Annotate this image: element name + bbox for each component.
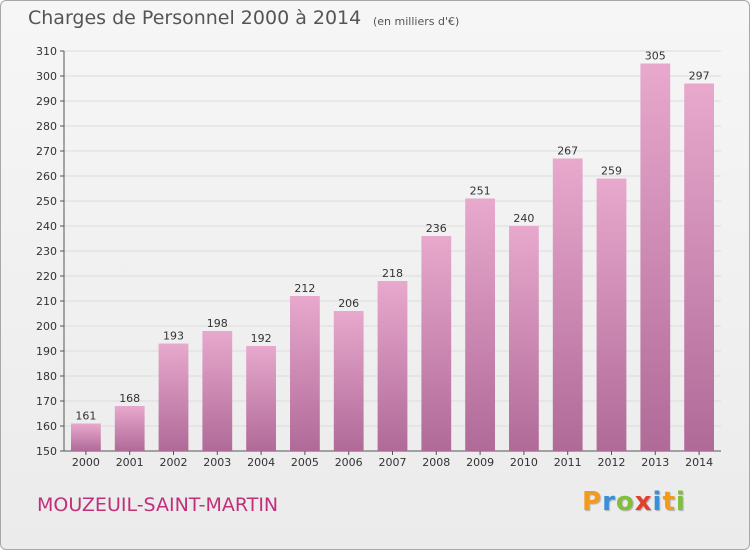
proxiti-logo: Proxiti xyxy=(582,487,686,517)
x-tick-label: 2004 xyxy=(247,456,275,469)
bar-2009 xyxy=(465,198,495,451)
bar-2008 xyxy=(421,236,452,451)
data-label: 198 xyxy=(207,317,228,330)
x-tick-label: 2008 xyxy=(422,456,450,469)
data-label: 305 xyxy=(645,50,666,63)
logo-letter: r xyxy=(602,487,616,517)
y-tick-label: 250 xyxy=(36,195,57,208)
bar-2000 xyxy=(71,423,101,451)
x-tick-label: 2006 xyxy=(335,456,363,469)
commune-name: MOUZEUIL-SAINT-MARTIN xyxy=(37,494,279,516)
bar-2014 xyxy=(684,83,714,451)
data-label: 259 xyxy=(601,165,622,178)
data-label: 193 xyxy=(163,330,184,343)
x-tick-label: 2002 xyxy=(160,456,188,469)
y-tick-label: 210 xyxy=(36,295,57,308)
bar-2010 xyxy=(509,226,539,451)
data-label: 192 xyxy=(251,332,272,345)
x-tick-label: 2012 xyxy=(598,456,626,469)
bar-2004 xyxy=(246,346,276,451)
bars xyxy=(71,63,714,451)
x-tick-label: 2007 xyxy=(379,456,407,469)
bar-2013 xyxy=(640,63,671,451)
y-tick-label: 160 xyxy=(36,420,57,433)
y-tick-label: 220 xyxy=(36,270,57,283)
data-label: 236 xyxy=(426,222,447,235)
logo-letter: P xyxy=(582,487,603,517)
x-tick-label: 2000 xyxy=(72,456,100,469)
bar-2001 xyxy=(114,406,145,451)
bar-2012 xyxy=(596,178,627,451)
x-tick-label: 2005 xyxy=(291,456,319,469)
x-tick-label: 2010 xyxy=(510,456,538,469)
logo-letter: o xyxy=(615,487,635,517)
y-tick-label: 180 xyxy=(36,370,57,383)
bar-2011 xyxy=(552,158,583,451)
chart-subtitle: (en milliers d'€) xyxy=(373,15,460,28)
y-tick-label: 200 xyxy=(36,320,57,333)
x-tick-label: 2003 xyxy=(203,456,231,469)
logo-letter: i xyxy=(652,487,663,517)
data-label: 297 xyxy=(689,70,710,83)
chart-title: Charges de Personnel 2000 à 2014 xyxy=(28,7,362,29)
y-tick-label: 290 xyxy=(36,95,57,108)
data-label: 212 xyxy=(294,282,315,295)
logo-letter: x xyxy=(634,487,653,517)
x-tick-label: 2014 xyxy=(685,456,713,469)
bar-2007 xyxy=(377,281,408,451)
data-label: 251 xyxy=(470,185,491,198)
x-tick-label: 2013 xyxy=(641,456,669,469)
y-tick-label: 150 xyxy=(36,445,57,458)
data-label: 267 xyxy=(557,145,578,158)
data-label: 168 xyxy=(119,392,140,405)
y-tick-label: 240 xyxy=(36,220,57,233)
y-tick-label: 170 xyxy=(36,395,57,408)
logo-letter: i xyxy=(675,487,686,517)
bar-2005 xyxy=(290,296,320,451)
x-tick-label: 2011 xyxy=(554,456,582,469)
y-tick-label: 230 xyxy=(36,245,57,258)
y-tick-label: 280 xyxy=(36,120,57,133)
data-label: 218 xyxy=(382,267,403,280)
y-tick-label: 190 xyxy=(36,345,57,358)
data-labels: 161 168 193 198 192 212 206 218 236 251 240 267 259 3… xyxy=(75,50,709,423)
bar-2002 xyxy=(158,343,189,451)
data-label: 240 xyxy=(513,212,534,225)
x-tick-labels: 2000 2001 2002 2003 2004 2005 2006 2007 2008 2009… xyxy=(72,451,713,469)
data-label: 161 xyxy=(75,410,96,423)
y-tick-label: 300 xyxy=(36,70,57,83)
y-tick-labels: 150 160 170 180 190 200 210 220 230 240 250 260 270 2… xyxy=(36,45,57,458)
y-tick-label: 260 xyxy=(36,170,57,183)
data-label: 206 xyxy=(338,297,359,310)
bar-2003 xyxy=(202,331,233,451)
logo-letter: t xyxy=(662,487,676,517)
y-tick-label: 270 xyxy=(36,145,57,158)
x-tick-label: 2001 xyxy=(116,456,144,469)
y-tick-label: 310 xyxy=(36,45,57,58)
x-tick-label: 2009 xyxy=(466,456,494,469)
bar-2006 xyxy=(333,311,364,451)
